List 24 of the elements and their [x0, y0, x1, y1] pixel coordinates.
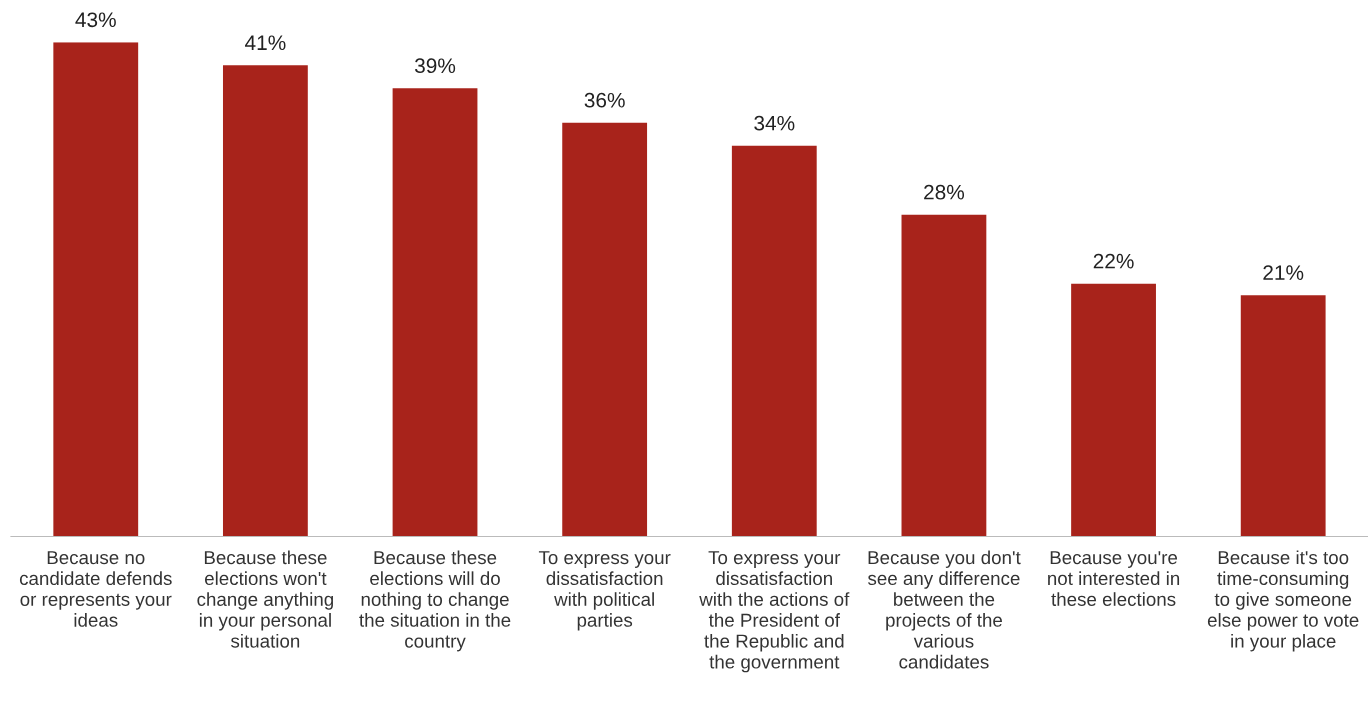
- bar: [901, 214, 987, 537]
- data-label: 39%: [414, 58, 456, 74]
- data-label: 22%: [1093, 253, 1134, 269]
- data-label: 43%: [75, 12, 116, 28]
- bar: [392, 88, 478, 537]
- x-tick-label: Because you don't see any difference between the projects of the various candidates: [868, 550, 1021, 669]
- x-tick-label: Because it's too time-consuming to give someone else power to vote in your place: [1207, 550, 1359, 652]
- x-tick-label: To express your dissatisfaction with the actions of the President of the Republic and the government: [699, 551, 850, 673]
- data-label: 41%: [245, 35, 286, 51]
- bar: [1240, 295, 1326, 537]
- x-tick-label: To express your dissatisfaction with political parties: [538, 551, 671, 631]
- data-label: 34%: [754, 115, 795, 131]
- x-tick-label: Because no candidate defends or represents your ideas: [19, 551, 172, 627]
- bar: [562, 122, 648, 537]
- bar: [731, 145, 817, 537]
- data-label: 36%: [584, 92, 625, 108]
- data-label: 21%: [1263, 265, 1304, 280]
- data-label: 28%: [924, 184, 965, 200]
- x-tick-label: Because these elections won't change anything in your personal situation: [197, 550, 333, 648]
- bar: [222, 65, 308, 537]
- bar: [1071, 283, 1156, 537]
- x-tick-label: Because these elections will do nothing to change the situation in the country: [359, 550, 511, 652]
- x-tick-label: Because you're not interested in these elections: [1048, 551, 1180, 606]
- bar: [53, 42, 139, 537]
